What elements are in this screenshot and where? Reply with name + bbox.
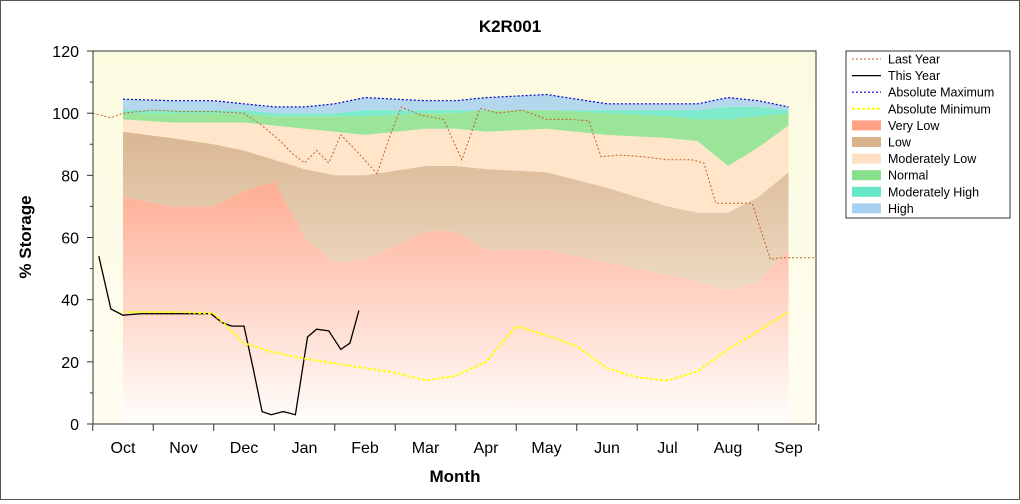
y-axis-label: % Storage: [16, 195, 35, 278]
band-high: [123, 94, 789, 114]
legend-swatch-moderately-high: [852, 186, 881, 197]
y-tick-label: 20: [61, 355, 79, 372]
y-tick-label: 40: [61, 293, 79, 310]
legend-label-normal: Normal: [888, 169, 928, 183]
legend-label-absolute-maximum: Absolute Maximum: [888, 86, 994, 100]
band-normal: [123, 110, 789, 166]
series-absolute-maximum: [122, 93, 789, 108]
y-tick-label: 100: [52, 106, 79, 123]
x-tick-label: Sep: [774, 440, 803, 457]
x-tick-label: Jul: [657, 440, 677, 457]
legend-label-low: Low: [888, 136, 912, 150]
legend-label-last-year: Last Year: [888, 53, 940, 67]
legend-swatch-very-low: [852, 120, 881, 131]
y-tick-label: 80: [61, 168, 79, 185]
x-tick-label: Nov: [169, 440, 197, 457]
chart-title: K2R001: [479, 17, 541, 36]
legend-swatch-moderately-low: [852, 153, 881, 164]
band-moderately-high: [123, 106, 789, 120]
legend-label-very-low: Very Low: [888, 119, 940, 133]
series-last-year: [93, 106, 816, 260]
x-tick-label: Oct: [111, 440, 136, 457]
x-tick-label: Mar: [412, 440, 440, 457]
x-tick-label: Jun: [594, 440, 620, 457]
legend-label-moderately-low: Moderately Low: [888, 152, 977, 166]
legend-swatch-high: [852, 203, 881, 214]
legend: Last Year This Year Absolute Maximum Absolu…: [845, 50, 1011, 219]
x-tick-label: Apr: [474, 440, 500, 457]
legend-swatch-normal: [852, 170, 881, 181]
x-tick-label: Feb: [351, 440, 379, 457]
x-tick-label: Dec: [230, 440, 258, 457]
legend-label-high: High: [888, 202, 914, 216]
y-tick-label: 60: [61, 231, 79, 248]
y-tick-label: 120: [52, 44, 79, 61]
legend-label-this-year: This Year: [888, 69, 940, 83]
y-tick-label: 0: [70, 417, 79, 434]
x-tick-label: Jan: [292, 440, 318, 457]
band-low: [123, 131, 789, 291]
series-this-year: [98, 256, 360, 416]
x-tick-label: May: [531, 440, 561, 457]
band-very-low: [123, 181, 789, 424]
x-axis-label: Month: [430, 467, 481, 486]
legend-swatch-low: [852, 137, 881, 147]
legend-label-moderately-high: Moderately High: [888, 185, 979, 199]
legend-label-absolute-minimum: Absolute Minimum: [888, 102, 991, 116]
band-moderately-low: [123, 119, 789, 213]
x-tick-label: Aug: [714, 440, 742, 457]
